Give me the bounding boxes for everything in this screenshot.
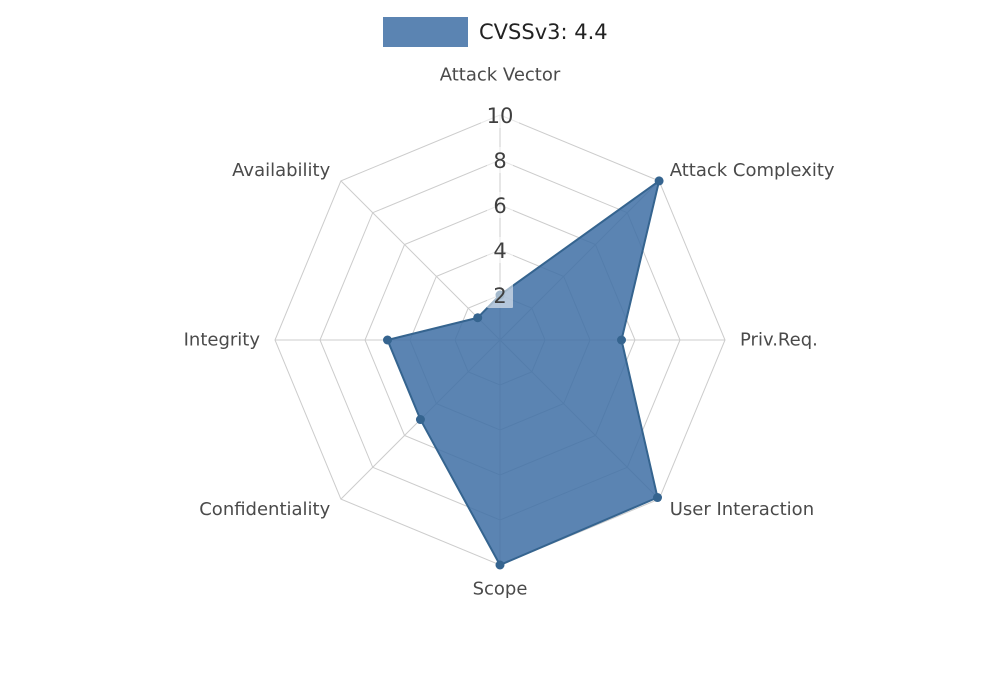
series-polygon[interactable] <box>386 179 661 566</box>
data-point[interactable] <box>653 493 663 503</box>
legend-swatch[interactable] <box>383 17 468 47</box>
data-point[interactable] <box>473 313 483 323</box>
axis-label: Attack Vector <box>440 65 561 86</box>
data-point[interactable] <box>654 176 664 186</box>
axis-label: Priv.Req. <box>740 330 818 351</box>
scale-label-box <box>481 102 519 128</box>
scale-label-text: 6 <box>493 194 506 218</box>
scale-label: 8 <box>487 147 513 173</box>
axis-label: Integrity <box>184 330 261 351</box>
scale-label-text: 2 <box>493 284 506 308</box>
data-point[interactable] <box>415 415 425 425</box>
axis-label: Scope <box>473 579 528 600</box>
legend-label: CVSSv3: 4.4 <box>479 20 608 44</box>
data-point[interactable] <box>383 335 392 345</box>
scale-label-box <box>487 147 513 173</box>
legend[interactable]: CVSSv3: 4.4 <box>383 17 608 47</box>
scale-label: 6 <box>487 192 513 218</box>
scale-label: 10 <box>481 102 519 128</box>
scale-label-text: 10 <box>487 104 514 128</box>
scale-label-text: 4 <box>493 239 506 263</box>
grid-spoke <box>340 180 501 341</box>
data-point[interactable] <box>617 335 626 345</box>
axis-label: Availability <box>232 160 330 181</box>
scale-label: 4 <box>487 237 513 263</box>
scale-label-box <box>487 237 513 263</box>
scale-label-box <box>487 282 513 308</box>
scale-label-box <box>487 192 513 218</box>
data-point[interactable] <box>495 560 505 570</box>
axis-label: Confidentiality <box>199 499 330 520</box>
axis-label: User Interaction <box>670 499 814 520</box>
scale-label-text: 8 <box>493 149 506 173</box>
axis-label: Attack Complexity <box>670 160 835 181</box>
scale-label: 2 <box>487 282 513 308</box>
